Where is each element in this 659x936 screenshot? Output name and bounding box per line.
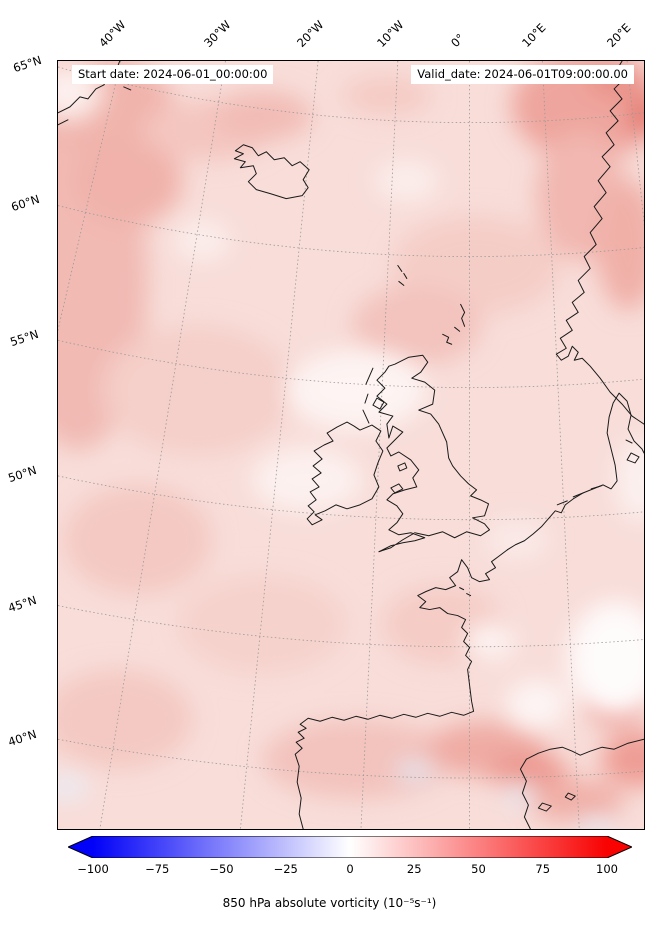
vorticity-field-near-zero [58,61,644,729]
cb-tick-m75: −75 [145,862,170,876]
cb-tick-25: 25 [406,862,422,876]
vorticity-field-positive [58,61,644,824]
graticule-gridlines [58,61,644,829]
colorbar-tick-labels: −100 −75 −50 −25 0 25 50 75 100 [68,862,632,877]
cb-tick-0: 0 [346,862,354,876]
map-panel: Start date: 2024-06-01_00:00:00 Valid_da… [57,60,645,830]
lat-tick-label-50n: 50°N [6,462,39,486]
cb-tick-100: 100 [596,862,618,876]
colorbar-right-arrow [607,836,632,858]
lat-tick-label-55n: 55°N [8,326,41,350]
lon-tick-label-20e: 20°E [604,20,634,50]
colorbar-canvas [66,835,634,859]
colorbar-gradient [93,836,607,858]
lat-tick-label-65n: 65°N [11,52,44,76]
lon-tick-label-30w: 30°W [201,17,234,50]
valid-date-label: Valid_date: 2024-06-01T09:00:00.00 [411,65,634,84]
colorbar [66,835,634,859]
map-canvas [58,61,644,829]
colorbar-left-arrow [68,836,93,858]
lat-tick-label-40n: 40°N [6,726,39,750]
start-date-label: Start date: 2024-06-01_00:00:00 [72,65,274,84]
vorticity-field-negative [58,761,617,829]
cb-tick-75: 75 [535,862,551,876]
lon-tick-label-10e: 10°E [519,20,549,50]
lon-tick-label-10w: 10°W [374,17,407,50]
cb-tick-m100: −100 [77,862,109,876]
lat-tick-label-45n: 45°N [6,592,39,616]
cb-tick-m50: −50 [209,862,234,876]
lon-tick-label-0: 0° [448,30,468,50]
coastlines [58,61,644,829]
cb-tick-50: 50 [471,862,486,876]
lon-tick-label-40w: 40°W [96,17,129,50]
lon-tick-label-20w: 20°W [294,17,327,50]
lat-tick-label-60n: 60°N [9,191,42,215]
cb-tick-m25: −25 [273,862,298,876]
colorbar-caption: 850 hPa absolute vorticity (10⁻⁵s⁻¹) [222,896,437,910]
